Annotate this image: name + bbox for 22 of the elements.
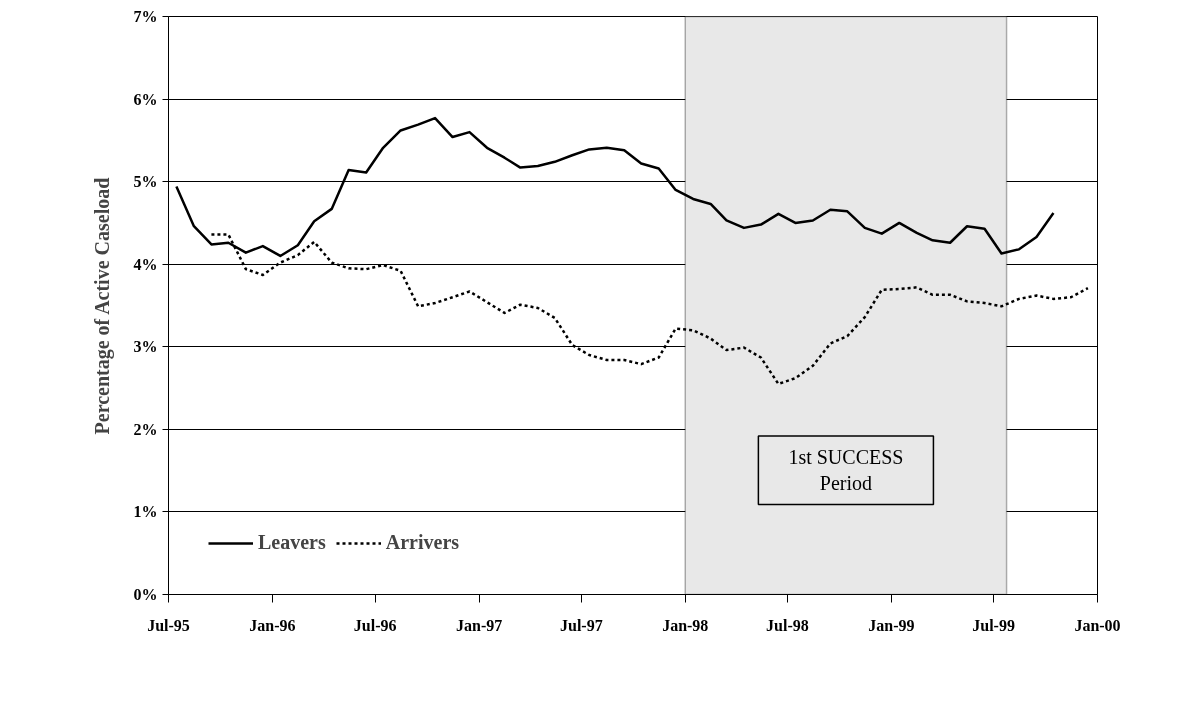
x-tick-label: Jan-98 [662,616,709,634]
x-tick-label: Jan-97 [455,616,503,634]
x-tick-label: Jul-98 [766,616,809,634]
legend-label: Arrivers [385,531,460,554]
y-tick-label: 4% [133,255,158,273]
x-tick-label: Jan-96 [249,616,296,634]
y-tick-label: 0% [133,586,158,603]
x-tick-label: Jul-99 [972,616,1015,634]
x-tick-label: Jul-95 [147,616,190,634]
y-tick-label: 3% [133,338,158,356]
x-tick-label: Jul-96 [353,616,397,634]
x-tick-label: Jan-00 [1074,616,1121,634]
legend-label: Leavers [258,531,326,554]
y-tick-label: 5% [133,173,158,191]
band-label: 1st SUCCESS Period [788,446,904,495]
y-tick-label: 6% [133,90,158,108]
y-tick-label: 2% [133,420,158,438]
y-tick-label: 1% [133,503,158,521]
x-tick-label: Jul-97 [559,616,603,634]
x-tick-label: Jan-99 [868,616,915,634]
y-axis-title: Percentage of Active Caseload [90,177,114,435]
y-tick-label: 7% [133,8,158,25]
